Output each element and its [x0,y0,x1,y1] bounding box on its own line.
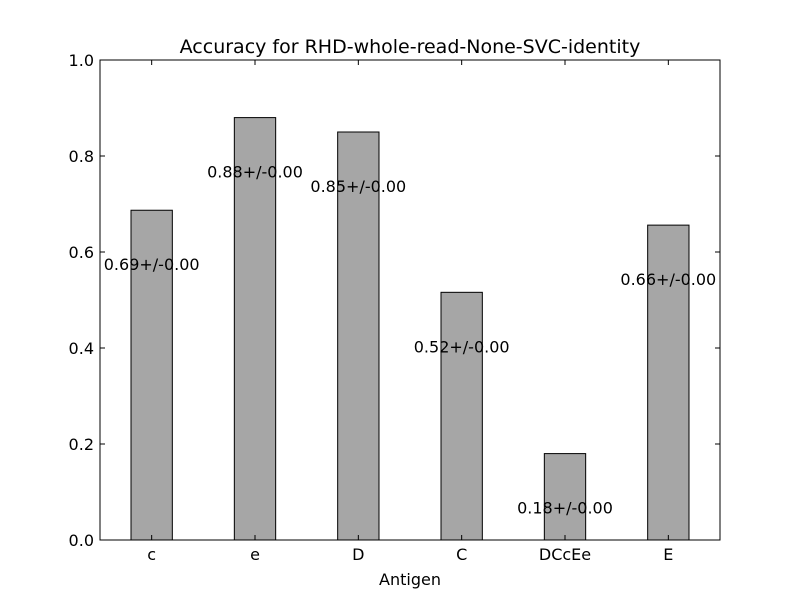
bar-e [233,117,277,541]
y-tick-label: 0.2 [69,435,94,454]
y-axis: 0.0 0.2 0.4 0.6 0.8 1.0 [69,51,720,550]
x-axis: c e D C DCcEe E [147,60,673,564]
y-tick-label: 0.0 [69,531,94,550]
data-label-e: 0.88+/-0.00 [207,163,303,182]
data-labels-layer: 0.69+/-0.00 0.88+/-0.00 0.85+/-0.00 0.52+/-… [104,163,716,518]
bars-layer [130,117,690,541]
bar-c [130,209,173,541]
y-tick-label: 0.4 [69,339,94,358]
bar-C [440,291,483,541]
x-tick-label-C: C [456,545,467,564]
x-tick-label-c: c [147,545,156,564]
data-label-C: 0.52+/-0.00 [414,337,510,356]
data-label-DCcEe: 0.18+/-0.00 [517,499,613,518]
x-tick-label-DCcEe: DCcEe [539,545,591,564]
y-tick-label: 0.6 [69,243,94,262]
data-label-c: 0.69+/-0.00 [104,255,200,274]
y-tick-label: 1.0 [69,51,94,70]
data-label-E: 0.66+/-0.00 [620,270,716,289]
bar-E [647,224,690,541]
chart-title: Accuracy for RHD-whole-read-None-SVC-ide… [180,36,641,58]
y-tick-label: 0.8 [69,147,94,166]
x-tick-label-E: E [663,545,673,564]
x-tick-label-D: D [352,545,364,564]
data-label-D: 0.85+/-0.00 [310,177,406,196]
bar-D [337,131,380,541]
x-tick-label-e: e [250,545,260,564]
plot-frame [99,59,721,541]
bar-DCcEe [543,453,587,541]
x-axis-label: Antigen [379,570,441,589]
